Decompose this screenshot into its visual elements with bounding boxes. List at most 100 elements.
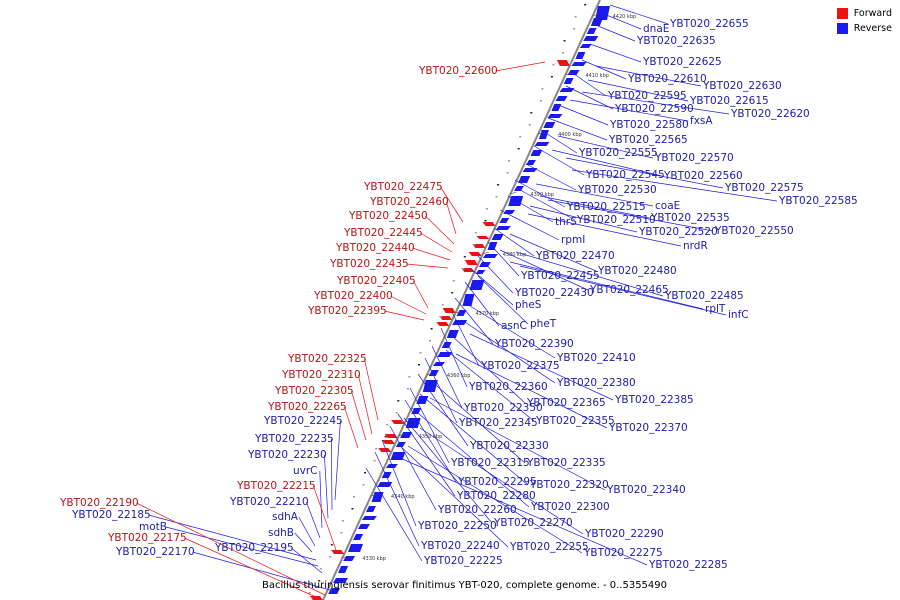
forward-gene-block: [384, 434, 398, 438]
scale-tick: [592, 13, 599, 17]
reverse-leader-line: [573, 73, 607, 97]
reverse-gene-label: YBT020_22480: [597, 265, 677, 277]
forward-gene-label: YBT020_22460: [369, 196, 449, 208]
reverse-leader-line: [477, 255, 514, 294]
reverse-gene-label: YBT020_22240: [420, 540, 500, 552]
reverse-gene-label: YBT020_22625: [642, 56, 722, 68]
reverse-gene-label: YBT020_22390: [494, 338, 574, 350]
reverse-gene-label: YBT020_22360: [468, 381, 548, 393]
reverse-gene-block: [475, 270, 486, 274]
scale-tick: [565, 72, 572, 76]
reverse-leader-line: [365, 467, 423, 562]
reverse-gene-block: [482, 254, 498, 258]
reverse-gene-block: [579, 44, 592, 48]
reverse-gene-label: YBT020_22350: [463, 402, 543, 414]
reverse-leader-line: [603, 13, 642, 30]
reverse-leader-line: [547, 199, 714, 232]
reverse-leader-line: [455, 353, 608, 429]
reverse-leader-line: [565, 85, 614, 110]
reverse-leader-line: [519, 265, 727, 316]
feature-tick-mark: [308, 592, 311, 594]
reverse-gene-label: YBT020_22555: [578, 147, 658, 159]
reverse-gene-label: YBT020_22245: [263, 415, 343, 427]
scale-tick: [370, 493, 378, 497]
reverse-leader-line: [389, 425, 437, 511]
feature-tick-mark: [474, 232, 477, 234]
reverse-leader-line: [291, 547, 323, 574]
reverse-gene-label: YBT020_22470: [535, 250, 615, 262]
reverse-leader-line: [509, 261, 704, 310]
reverse-leader-line: [419, 393, 529, 486]
reverse-gene-label: YBT020_22230: [247, 449, 327, 461]
feature-tick-mark: [530, 112, 533, 114]
forward-leader-line: [413, 280, 429, 309]
reverse-gene-block: [555, 96, 568, 101]
feature-tick-mark: [519, 136, 522, 138]
scale-tick-label: 4360 kbp: [447, 373, 471, 379]
forward-leader-line: [406, 263, 449, 269]
reverse-leader-line: [551, 149, 663, 177]
reverse-gene-label: YBT020_22295: [457, 476, 537, 488]
reverse-gene-label: YBT020_22375: [480, 360, 560, 372]
forward-gene-block: [482, 222, 496, 226]
reverse-gene-label: rplT: [705, 303, 726, 315]
reverse-gene-label: YBT020_22250: [417, 520, 497, 532]
reverse-gene-label: YBT020_22545: [585, 169, 665, 181]
reverse-gene-label: YBT020_22485: [664, 290, 744, 302]
legend: Forward Reverse: [836, 6, 892, 36]
reverse-gene-block: [338, 566, 349, 573]
feature-tick-mark: [408, 376, 411, 378]
reverse-gene-block: [353, 534, 364, 540]
forward-swatch: [836, 8, 848, 19]
forward-leader-line: [390, 295, 427, 315]
reverse-leader-line: [589, 43, 642, 63]
reverse-leader-line: [411, 407, 530, 508]
feature-tick-mark: [318, 580, 321, 582]
reverse-leader-line: [409, 387, 450, 464]
reverse-leader-line: [445, 349, 535, 422]
reverse-leader-line: [419, 427, 584, 535]
forward-gene-label: YBT020_22450: [348, 210, 428, 222]
reverse-gene-label: YBT020_22355: [535, 415, 615, 427]
reverse-gene-block: [575, 52, 586, 59]
forward-gene-label: YBT020_22440: [335, 242, 415, 254]
forward-leader-line: [313, 485, 337, 551]
scale-tick: [398, 433, 405, 437]
reverse-leader-line: [540, 129, 578, 154]
reverse-gene-block: [538, 130, 549, 139]
reverse-gene-block: [361, 516, 377, 520]
forward-gene-label: YBT020_22600: [418, 65, 498, 77]
reverse-gene-label: YBT020_22565: [608, 134, 688, 146]
forward-gene-label: YBT020_22395: [307, 305, 387, 317]
reverse-gene-label: YBT020_22275: [583, 547, 663, 559]
reverse-gene-label: YBT020_22335: [526, 457, 606, 469]
reverse-gene-label: YBT020_22635: [636, 35, 716, 47]
reverse-gene-label: YBT020_22320: [529, 479, 609, 491]
feature-tick-mark: [441, 304, 444, 306]
feature-tick-mark: [473, 244, 476, 246]
reverse-gene-label: YBT020_22300: [530, 501, 610, 513]
reverse-leader-line: [487, 241, 520, 277]
legend-item-reverse: Reverse: [836, 21, 892, 36]
reverse-gene-block: [543, 122, 556, 128]
feature-tick-mark: [417, 364, 420, 366]
reverse-gene-block: [522, 168, 538, 172]
scale-tick: [510, 191, 517, 195]
reverse-leader-line: [319, 470, 323, 529]
forward-leader-line: [136, 502, 326, 596]
reverse-gene-block: [547, 114, 563, 118]
forward-gene-block: [331, 550, 345, 554]
reverse-gene-block: [416, 396, 429, 404]
feature-tick-mark: [573, 28, 576, 30]
reverse-gene-label: YBT020_22280: [456, 490, 536, 502]
reverse-leader-line: [424, 357, 458, 424]
feature-tick-mark: [506, 172, 509, 174]
reverse-gene-block: [571, 62, 587, 66]
reverse-gene-label: YBT020_22515: [566, 201, 646, 213]
reverse-leader-line: [533, 145, 585, 176]
reverse-gene-label: YBT020_22380: [556, 377, 636, 389]
scale-tick-label: 4330 kbp: [362, 556, 386, 562]
feature-tick-mark: [397, 400, 400, 402]
reverse-leader-line: [525, 163, 577, 191]
forward-gene-label: YBT020_22475: [363, 181, 443, 193]
